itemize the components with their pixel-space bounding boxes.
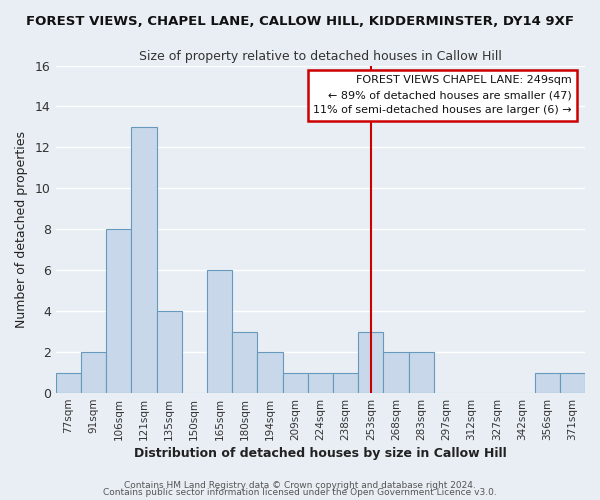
Bar <box>131 127 157 393</box>
Text: FOREST VIEWS CHAPEL LANE: 249sqm
← 89% of detached houses are smaller (47)
11% o: FOREST VIEWS CHAPEL LANE: 249sqm ← 89% o… <box>313 76 572 115</box>
Bar <box>333 372 358 393</box>
Bar <box>157 311 182 393</box>
Bar <box>308 372 333 393</box>
Text: Contains HM Land Registry data © Crown copyright and database right 2024.: Contains HM Land Registry data © Crown c… <box>124 480 476 490</box>
Y-axis label: Number of detached properties: Number of detached properties <box>15 131 28 328</box>
Bar <box>207 270 232 393</box>
Bar <box>232 332 257 393</box>
Text: FOREST VIEWS, CHAPEL LANE, CALLOW HILL, KIDDERMINSTER, DY14 9XF: FOREST VIEWS, CHAPEL LANE, CALLOW HILL, … <box>26 15 574 28</box>
Bar <box>560 372 585 393</box>
Bar <box>283 372 308 393</box>
Bar <box>56 372 81 393</box>
Bar <box>106 230 131 393</box>
Bar <box>81 352 106 393</box>
Text: Contains public sector information licensed under the Open Government Licence v3: Contains public sector information licen… <box>103 488 497 497</box>
Bar <box>535 372 560 393</box>
Bar <box>409 352 434 393</box>
Bar <box>257 352 283 393</box>
X-axis label: Distribution of detached houses by size in Callow Hill: Distribution of detached houses by size … <box>134 447 507 460</box>
Title: Size of property relative to detached houses in Callow Hill: Size of property relative to detached ho… <box>139 50 502 63</box>
Bar <box>383 352 409 393</box>
Bar <box>358 332 383 393</box>
